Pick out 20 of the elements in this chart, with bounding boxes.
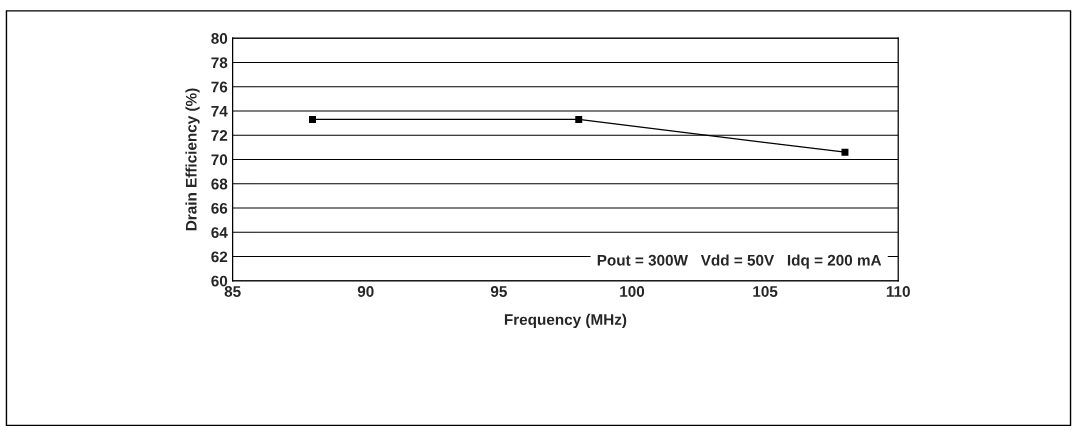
- annotation: Pout = 300W Vdd = 50V Idq = 200 mA: [597, 254, 882, 269]
- y-tick-label: 80: [211, 33, 228, 44]
- y-axis-title: Drain Efficiency (%): [185, 88, 200, 231]
- y-tick-label: 64: [211, 227, 228, 238]
- y-tick-label: 62: [211, 251, 228, 263]
- x-tick-label: 85: [224, 286, 241, 297]
- x-tick-label: 110: [886, 286, 910, 297]
- x-tick-label: 100: [620, 286, 645, 297]
- y-tick-label: 60: [211, 275, 228, 287]
- y-tick-label: 72: [211, 130, 228, 141]
- y-tick-label: 70: [211, 154, 228, 166]
- y-tick-label: 68: [211, 178, 228, 190]
- y-tick-label: 78: [211, 57, 228, 69]
- y-tick-label: 66: [211, 202, 228, 214]
- y-tick-label: 76: [211, 81, 228, 93]
- x-tick-label: 95: [490, 286, 507, 297]
- y-tick-label: 74: [211, 106, 228, 117]
- x-axis-title: Frequency (MHz): [504, 313, 627, 329]
- x-tick-label: 105: [753, 286, 778, 297]
- x-tick-label: 90: [357, 286, 374, 297]
